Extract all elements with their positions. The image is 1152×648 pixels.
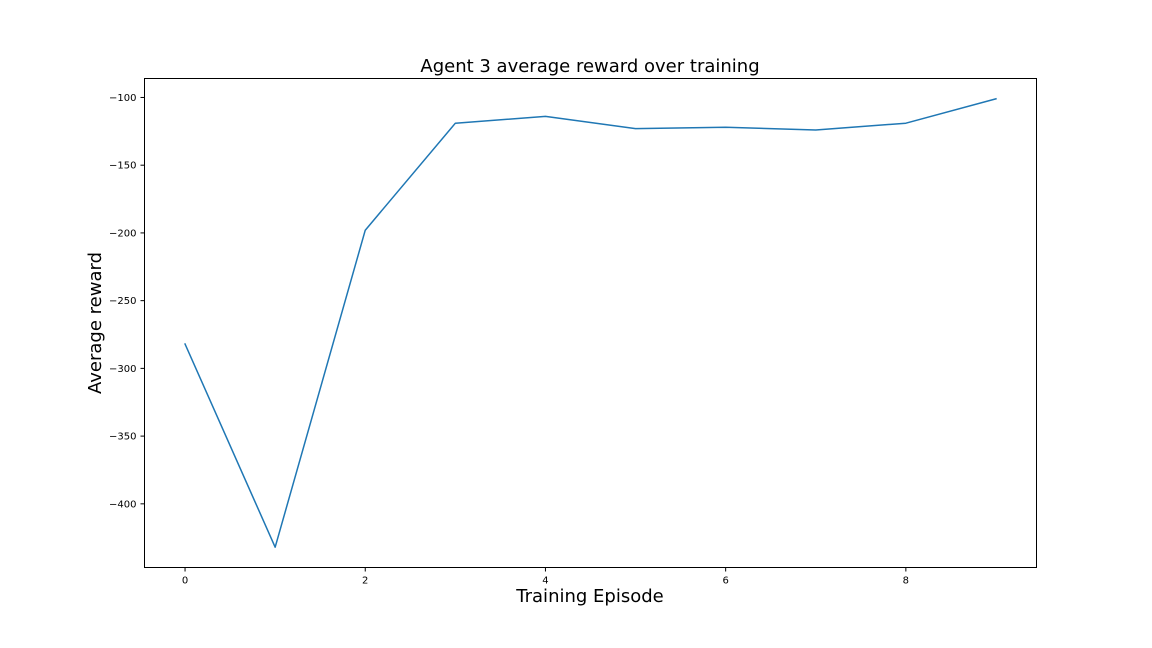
y-tick-label: −250: [109, 296, 136, 307]
y-tick-label: −200: [109, 228, 136, 239]
y-tick-label: −400: [109, 499, 136, 510]
y-tick-label: −300: [109, 364, 136, 375]
ticks-layer: 0 2 4 6 8 −100 −150 −200 −250 −300 −350 −400: [109, 93, 909, 587]
x-axis-label: Training Episode: [515, 586, 663, 607]
plot-frame: [144, 78, 1037, 568]
y-tick-label: −100: [109, 93, 136, 104]
chart-title: Agent 3 average reward over training: [420, 56, 759, 77]
y-tick-label: −150: [109, 161, 136, 172]
x-tick-label: 6: [722, 576, 728, 587]
y-axis-label: Average reward: [85, 252, 106, 394]
x-tick-label: 8: [903, 576, 909, 587]
plot-layer: [184, 97, 997, 548]
x-tick-label: 0: [182, 576, 188, 587]
x-tick-label: 4: [542, 576, 548, 587]
series-line: [184, 97, 997, 548]
x-tick-label: 2: [362, 576, 368, 587]
y-tick-label: −350: [109, 432, 136, 443]
